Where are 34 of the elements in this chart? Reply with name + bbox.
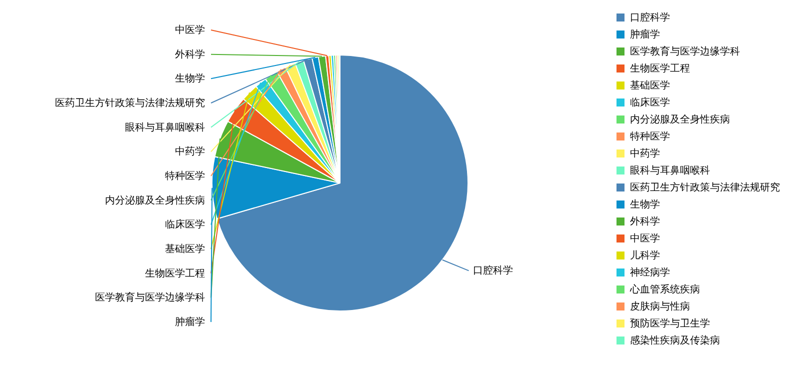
legend-label: 医学教育与医学边缘学科 (630, 46, 740, 58)
legend-label: 眼科与耳鼻咽喉科 (630, 164, 710, 176)
slice-label: 生物学 (175, 72, 205, 85)
legend-label: 神经病学 (630, 266, 670, 278)
legend-label: 预防医学与卫生学 (630, 318, 710, 330)
legend-label: 口腔科学 (630, 12, 670, 24)
legend-label: 特种医学 (630, 130, 670, 142)
slice-label: 医药卫生方针政策与法律法规研究 (55, 97, 205, 109)
slice-label: 生物医学工程 (145, 267, 205, 280)
legend-label: 皮肤病与性病 (630, 300, 690, 312)
slice-label: 外科学 (175, 48, 205, 60)
legend-label: 外科学 (630, 216, 660, 228)
slice-label: 特种医学 (165, 170, 205, 182)
slice-label: 医学教育与医学边缘学科 (95, 292, 205, 304)
legend-label: 生物学 (630, 198, 660, 210)
slice-label: 口腔科学 (472, 264, 513, 277)
legend-label: 医药卫生方针政策与法律法规研究 (630, 182, 780, 194)
legend-label: 中医学 (630, 232, 660, 244)
slice-label: 中药学 (175, 146, 205, 158)
slice-label: 临床医学 (165, 218, 205, 231)
slice-label: 内分泌腺及全身性疾病 (105, 194, 205, 206)
legend-label: 肿瘤学 (630, 28, 660, 40)
legend-label: 临床医学 (630, 96, 670, 108)
slice-label: 基础医学 (165, 243, 205, 255)
legend-label: 感染性疾病及传染病 (630, 334, 720, 346)
legend-label: 生物医学工程 (630, 62, 690, 74)
legend-label: 基础医学 (630, 80, 670, 92)
legend-label: 儿科学 (630, 250, 660, 262)
legend-label: 心血管系统疾病 (629, 284, 700, 296)
legend-label: 中药学 (630, 148, 660, 160)
slice-label: 中医学 (175, 24, 205, 36)
slice-label: 肿瘤学 (175, 316, 205, 328)
slice-label: 眼科与耳鼻咽喉科 (125, 121, 205, 134)
legend-label: 内分泌腺及全身性疾病 (630, 114, 730, 126)
